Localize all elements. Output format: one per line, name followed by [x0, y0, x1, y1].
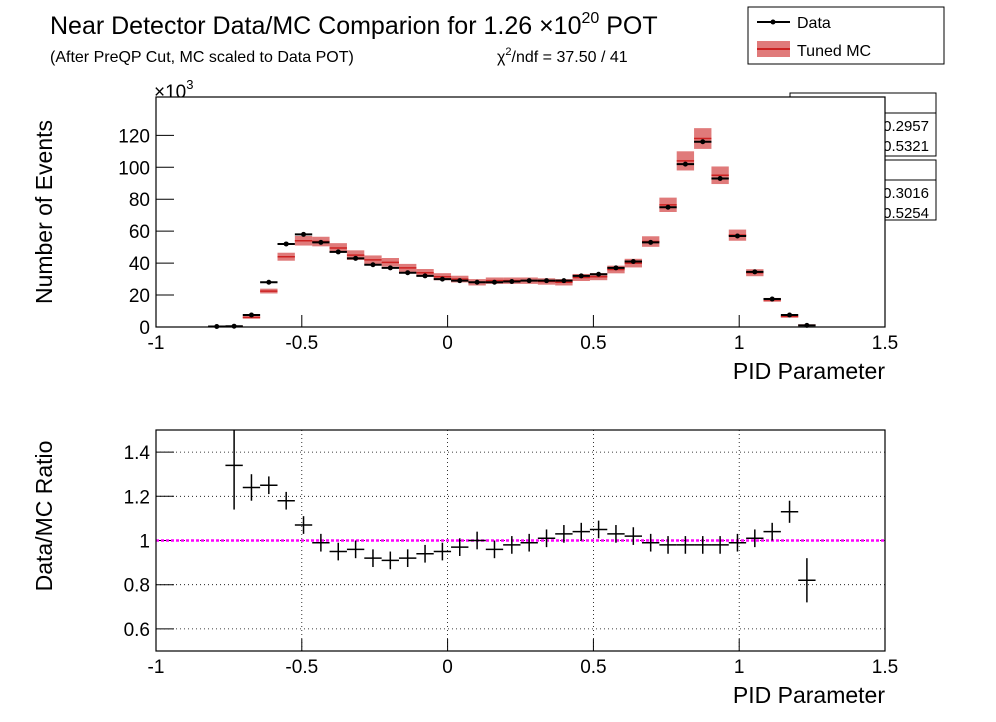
data-point — [474, 279, 480, 285]
data-point — [491, 279, 497, 285]
data-point — [665, 204, 671, 210]
y-tick-label: 40 — [129, 254, 150, 275]
data-point — [405, 270, 411, 276]
y-tick-label: 1.2 — [124, 487, 150, 508]
data-point — [630, 259, 636, 265]
data-point — [370, 262, 376, 268]
data-point — [787, 312, 793, 318]
data-point — [422, 273, 428, 279]
y-tick-label: 120 — [118, 126, 150, 147]
y-tick-label: 20 — [129, 286, 150, 307]
data-point — [526, 278, 532, 284]
data-point — [752, 269, 758, 275]
x-tick-label: -1 — [148, 333, 165, 354]
plot-frame — [155, 96, 886, 328]
y-tick-label: 60 — [129, 222, 150, 243]
x-tick-label: -1 — [148, 657, 165, 678]
y-axis-title: Number of Events — [31, 120, 57, 304]
x-tick-label: 0 — [442, 333, 453, 354]
data-point — [578, 273, 584, 279]
data-point — [544, 278, 550, 284]
chi2-label: χ2/ndf = 37.50 / 41 — [497, 46, 628, 66]
chi2-symbol: χ — [497, 49, 506, 66]
data-point — [318, 239, 324, 245]
x-tick-label: 0.5 — [580, 657, 606, 678]
data-point — [266, 279, 272, 285]
legend-marker — [770, 19, 776, 25]
x-axis-title: PID Parameter — [733, 682, 885, 708]
y-axis-title: Data/MC Ratio — [31, 441, 57, 592]
data-point — [648, 239, 654, 245]
data-point — [734, 233, 740, 239]
data-point — [700, 139, 706, 145]
x-tick-label: 1 — [734, 333, 745, 354]
x-tick-label: -0.5 — [285, 333, 318, 354]
data-point — [509, 278, 515, 284]
data-point — [301, 231, 307, 237]
title-main: Near Detector Data/MC Comparion for 1.26… — [50, 12, 582, 40]
x-tick-label: 1.5 — [872, 657, 898, 678]
legend-label: Data — [797, 15, 831, 32]
data-point — [613, 265, 619, 271]
subtitle: (After PreQP Cut, MC scaled to Data POT) — [50, 49, 354, 66]
y-tick-label: 80 — [129, 190, 150, 211]
y-tick-label: 0.8 — [124, 576, 150, 597]
y-tick-label: 0 — [139, 318, 150, 339]
data-point — [596, 271, 602, 277]
x-tick-label: 0.5 — [580, 333, 606, 354]
title-exponent: 20 — [582, 10, 600, 27]
data-point — [353, 255, 359, 261]
x-axis-title: PID Parameter — [733, 358, 885, 384]
y-tick-label: 0.6 — [124, 620, 150, 641]
x-tick-label: -0.5 — [285, 657, 318, 678]
chi2-exponent: 2 — [505, 46, 511, 58]
chart-title: Near Detector Data/MC Comparion for 1.26… — [50, 10, 658, 40]
data-point — [335, 249, 341, 255]
y-tick-label: 1 — [139, 532, 150, 553]
y-tick-label: 100 — [118, 158, 150, 179]
legend-label: Tuned MC — [797, 43, 871, 60]
x-tick-label: 1 — [734, 657, 745, 678]
data-point — [561, 278, 567, 284]
stats-value: 0.2957 — [883, 118, 929, 135]
plot-frame — [155, 429, 886, 652]
chi2-text: /ndf = 37.50 / 41 — [512, 49, 628, 66]
x-tick-label: 0 — [442, 657, 453, 678]
data-point — [439, 276, 445, 282]
data-point — [231, 323, 237, 329]
legend: Data Tuned MC — [747, 6, 945, 65]
y-tick-label: 1.4 — [124, 443, 151, 464]
data-point — [682, 161, 688, 167]
stats-value: 0.3016 — [883, 185, 929, 202]
x-tick-label: 1.5 — [872, 333, 898, 354]
data-point — [283, 241, 289, 247]
data-point — [248, 312, 254, 318]
y-multiplier-exponent: 3 — [186, 77, 193, 92]
stats-value: 0.5321 — [883, 138, 929, 155]
stats-value: 0.5254 — [883, 205, 929, 222]
data-point — [769, 296, 775, 302]
data-point — [387, 265, 393, 271]
data-point — [457, 278, 463, 284]
data-point — [717, 175, 723, 181]
title-suffix: POT — [599, 12, 657, 40]
